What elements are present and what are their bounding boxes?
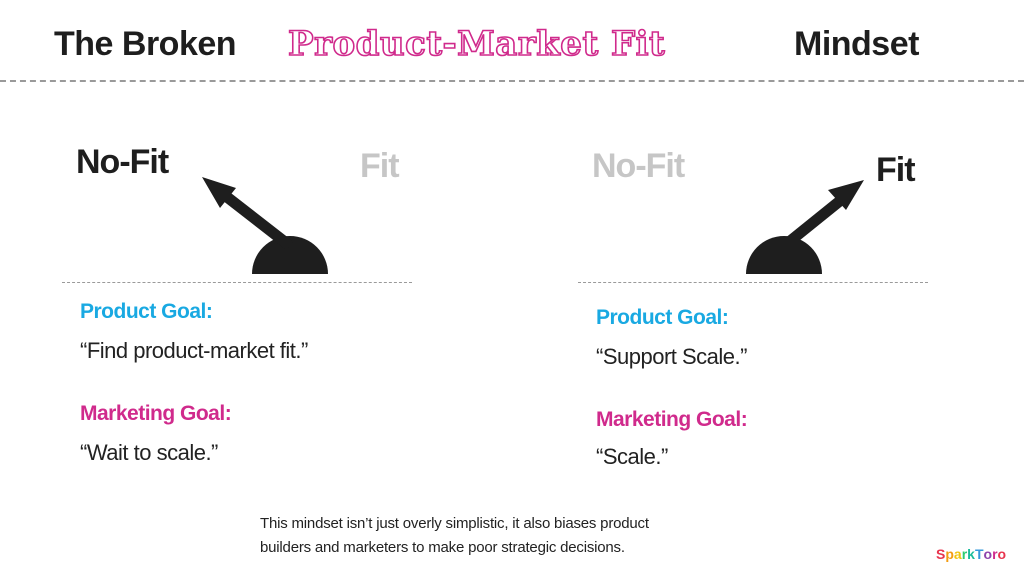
title-suffix: Mindset xyxy=(794,25,919,63)
marketing-goal-text: “Wait to scale.” xyxy=(80,440,218,465)
gauge-needle-icon xyxy=(214,185,294,251)
panel-fit: No-Fit Fit Product Goal: “Support Scale.… xyxy=(548,130,928,470)
gauge-arrowhead-icon xyxy=(828,180,864,210)
gauge-label-no-fit: No-Fit xyxy=(592,147,685,185)
product-goal-title: Product Goal: xyxy=(596,306,729,329)
gauge-baseline xyxy=(578,282,928,283)
gauge-arrowhead-icon xyxy=(202,177,236,208)
product-goal-text: “Find product-market fit.” xyxy=(80,338,308,363)
slide-title: The Broken Product-Market Fit Mindset xyxy=(0,22,1024,66)
marketing-goal-title: Marketing Goal: xyxy=(80,402,232,425)
marketing-goal-text: “Scale.” xyxy=(596,444,668,469)
gauge-base-icon xyxy=(746,236,822,274)
gauge-right-icon xyxy=(746,180,864,274)
marketing-goal-title: Marketing Goal: xyxy=(596,408,748,431)
footer-note-line: builders and marketers to make poor stra… xyxy=(260,539,625,556)
gauge-baseline xyxy=(62,282,412,283)
panel-no-fit: No-Fit Fit Product Goal: “Find product-m… xyxy=(32,130,412,470)
footer-note-line: This mindset isn’t just overly simplisti… xyxy=(260,515,649,532)
title-divider xyxy=(0,80,1024,82)
gauge-label-fit: Fit xyxy=(360,147,400,185)
gauge-label-fit: Fit xyxy=(876,151,916,189)
gauge-left-icon xyxy=(202,177,328,274)
title-highlight: Product-Market Fit xyxy=(287,23,666,65)
product-goal-title: Product Goal: xyxy=(80,300,213,323)
footer-note: This mindset isn’t just overly simplisti… xyxy=(260,512,760,560)
title-prefix: The Broken xyxy=(54,25,237,63)
gauge-label-no-fit: No-Fit xyxy=(76,143,169,181)
gauge-needle-icon xyxy=(780,191,850,251)
gauge-base-icon xyxy=(252,236,328,274)
sparktoro-logo: SparkToro xyxy=(936,546,1007,562)
product-goal-text: “Support Scale.” xyxy=(596,344,747,369)
